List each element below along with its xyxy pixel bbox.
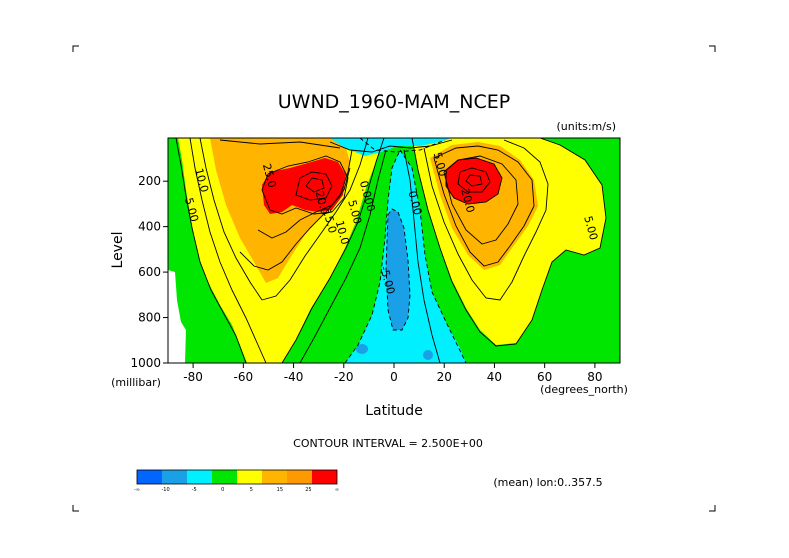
colorbar-swatch	[237, 470, 262, 484]
x-axis-label: Latitude	[365, 403, 423, 419]
contour-sh-jet-2	[295, 171, 333, 201]
corner-marks	[72, 45, 716, 512]
contour-neg-d	[359, 138, 446, 153]
contour-neg-c	[385, 208, 411, 331]
x-axis: -80 -60 -40 -20 0 20 40 60 80	[183, 363, 603, 384]
y-tick-label: 400	[138, 220, 161, 234]
contour-label: 5.00	[431, 151, 450, 178]
x-axis-units: (degrees_north)	[540, 383, 628, 396]
y-tick-label: 800	[138, 311, 161, 325]
colorbar-label: 25	[305, 487, 311, 493]
colorbar-label: ∞	[335, 487, 339, 493]
contour-nh-jet-3	[465, 174, 483, 187]
y-tick-label: 1000	[130, 356, 161, 370]
contour-nh-jet-2	[457, 167, 491, 193]
x-tick-label: -80	[183, 370, 203, 384]
contour-label: 10.0	[192, 167, 211, 194]
contour-neg-b	[399, 149, 467, 363]
shade-top-strip	[330, 138, 452, 156]
colorbar-swatch	[312, 470, 337, 484]
missing-data-region	[168, 270, 186, 363]
negative-contours	[344, 138, 467, 363]
contour-label: 5.00	[345, 199, 364, 226]
shade-easterly-pocket-a	[356, 344, 368, 354]
contour-sh-a	[175, 138, 247, 363]
contour-nh-jet-1	[445, 157, 503, 205]
shade-sh-25	[262, 158, 346, 214]
y-axis-label: Level	[110, 232, 126, 269]
x-tick-label: 0	[390, 370, 398, 384]
contour-top-b	[219, 139, 341, 149]
colorbar-swatch	[262, 470, 287, 484]
chart-title: UWND_1960-MAM_NCEP	[278, 91, 510, 113]
contour-nh-c	[433, 145, 535, 267]
x-tick-label: -20	[334, 370, 354, 384]
colorbar-swatch	[187, 470, 212, 484]
y-axis: 200 400 600 800 1000	[130, 174, 168, 370]
x-tick-label: 40	[487, 370, 502, 384]
x-tick-label: 20	[437, 370, 452, 384]
contour-sh-d	[261, 138, 369, 301]
colorbar-swatch	[137, 470, 162, 484]
colorbar-label: 15	[277, 487, 283, 493]
units-note: (units:m/s)	[557, 120, 617, 133]
contour-label: 10.0	[333, 219, 352, 246]
contour-label: 25.0	[260, 162, 279, 189]
contour-nh-b	[423, 139, 549, 301]
contour-sh-jet-1	[261, 155, 349, 215]
subset-note: (mean) lon:0..357.5	[493, 476, 602, 489]
x-tick-label: 60	[537, 370, 552, 384]
x-tick-label: -60	[234, 370, 254, 384]
colorbar-label: 0	[221, 487, 224, 493]
contour-sh-e	[239, 149, 353, 271]
contour-sh-g	[281, 138, 385, 363]
contour-nh-d	[443, 155, 519, 245]
colorbar-label: 5	[250, 487, 253, 493]
colorbar-frame	[136, 469, 338, 485]
contour-top-a	[329, 139, 453, 153]
colorbar-label: -10	[161, 487, 169, 493]
contour-label: 15.0	[320, 208, 339, 235]
contour-label-layer: 10.05.0025.020.015.010.05.000.000-5.000.…	[182, 151, 600, 296]
contour-sh-f	[257, 167, 351, 239]
colorbar-label: -5	[192, 487, 197, 493]
colorbar-label: -∞	[134, 487, 140, 493]
y-tick-label: 200	[138, 174, 161, 188]
contour-sh-h	[299, 149, 387, 363]
y-tick-label: 600	[138, 265, 161, 279]
contour-nh-a	[411, 138, 607, 347]
contour-sh-b	[189, 138, 267, 363]
contour-lines	[175, 138, 607, 363]
contour-label: 0.00	[406, 189, 425, 216]
x-tick-label: -40	[284, 370, 304, 384]
contour-sh-jet-3	[305, 177, 325, 193]
shade-easterly-strong	[386, 209, 410, 330]
contour-interval-text: CONTOUR INTERVAL = 2.500E+00	[293, 437, 483, 450]
colorbar-swatch	[287, 470, 312, 484]
contour-sh-c	[199, 138, 263, 301]
plot-area: 10.05.0025.020.015.010.05.000.000-5.000.…	[168, 138, 620, 363]
contour-nh-outer	[403, 149, 441, 363]
contour-label: 5.00	[182, 196, 201, 223]
colorbar-swatch	[212, 470, 237, 484]
shade-easterly-pocket-b	[423, 350, 433, 360]
contour-label: 20.0	[313, 189, 332, 216]
contour-neg-a	[344, 149, 401, 363]
y-axis-units: (millibar)	[111, 376, 161, 389]
x-tick-label: 80	[587, 370, 602, 384]
shade-nh-25	[446, 158, 502, 204]
colorbar: -∞ -10 -5 0 5 15 25 ∞	[134, 469, 339, 493]
colorbar-swatch	[162, 470, 187, 484]
contour-label: 5.00	[581, 214, 600, 241]
contour-label: 20.0	[458, 187, 477, 214]
